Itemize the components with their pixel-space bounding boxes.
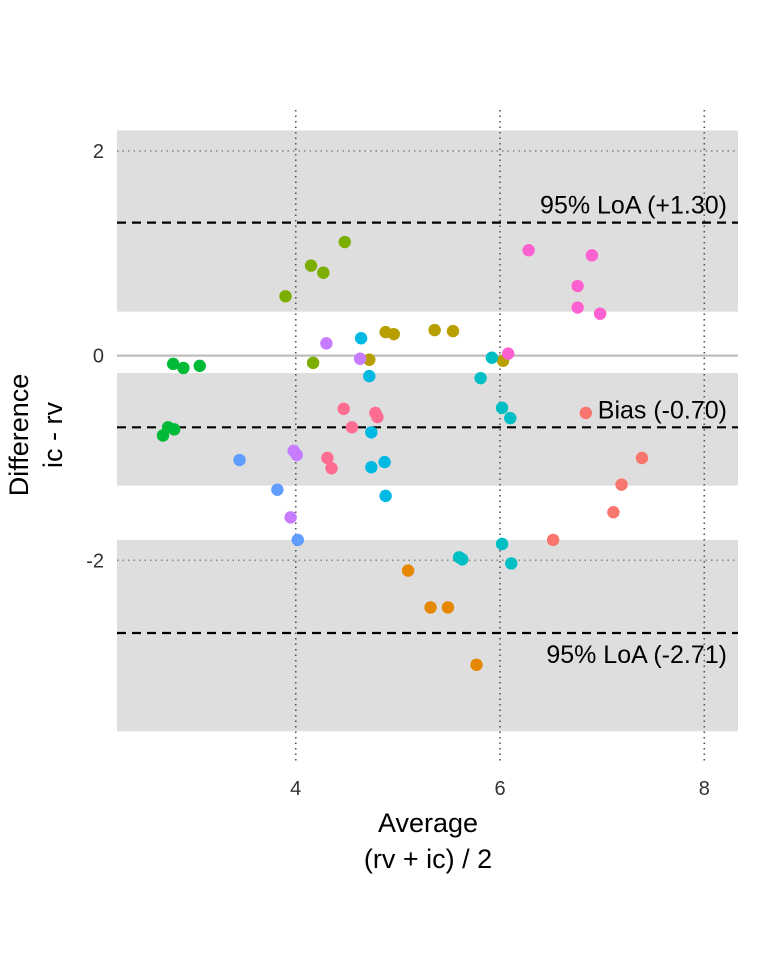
- data-point-4-1: [607, 506, 620, 519]
- data-point-5-0: [522, 244, 535, 257]
- data-point-7-0: [320, 337, 333, 350]
- data-point-10-6: [456, 553, 469, 566]
- data-point-4-2: [615, 478, 628, 491]
- data-point-0-1: [177, 361, 190, 375]
- data-point-10-7: [505, 557, 518, 570]
- data-point-7-4: [284, 511, 297, 524]
- shaded-band-0: [117, 130, 738, 312]
- shaded-band-2: [117, 539, 738, 732]
- data-point-2-3: [446, 324, 460, 338]
- data-point-2-4: [363, 353, 376, 366]
- data-point-10-3: [504, 411, 517, 425]
- points-layer: [156, 235, 649, 671]
- data-point-3-3: [470, 658, 483, 671]
- data-point-0-0: [166, 357, 180, 371]
- data-point-8-1: [271, 483, 284, 496]
- data-point-6-4: [321, 451, 334, 465]
- limit-line-label-2: 95% LoA (-2.71): [546, 641, 727, 669]
- data-point-10-4: [495, 537, 509, 551]
- data-point-6-0: [337, 402, 350, 416]
- y-tick-label-0: -2: [86, 550, 104, 572]
- x-tick-labels: 4 6 8: [290, 778, 710, 800]
- data-point-9-2: [365, 426, 378, 439]
- data-point-9-0: [354, 332, 368, 345]
- y-tick-label-2: 2: [93, 141, 104, 163]
- data-point-1-3: [338, 235, 351, 249]
- data-point-9-3: [365, 461, 378, 474]
- data-point-8-0: [233, 453, 246, 467]
- x-axis-title-line2: (rv + ic) / 2: [364, 844, 492, 874]
- data-point-10-0: [485, 351, 499, 364]
- y-axis-title-line2: ic - rv: [38, 402, 68, 468]
- y-tick-labels: -2 0 2: [86, 141, 104, 572]
- data-point-5-2: [571, 301, 584, 314]
- data-point-9-4: [378, 455, 391, 469]
- data-point-10-1: [474, 371, 487, 385]
- data-point-4-3: [635, 451, 649, 465]
- grid-layer: [117, 110, 738, 762]
- y-axis-title-line1: Difference: [4, 374, 34, 497]
- data-point-5-1: [571, 279, 584, 293]
- data-point-6-5: [325, 462, 338, 475]
- x-tick-label-2: 8: [699, 778, 710, 800]
- data-point-3-0: [401, 564, 415, 577]
- data-point-6-3: [371, 410, 384, 424]
- data-point-4-4: [579, 406, 593, 420]
- data-point-8-2: [291, 533, 304, 547]
- data-point-3-1: [424, 601, 437, 614]
- data-point-7-3: [290, 448, 303, 462]
- x-axis-title-line1: Average: [378, 808, 478, 838]
- data-point-1-4: [306, 356, 320, 370]
- data-point-1-2: [317, 266, 330, 279]
- x-tick-label-0: 4: [290, 778, 301, 800]
- y-tick-label-1: 0: [93, 346, 104, 368]
- limit-line-label-0: 95% LoA (+1.30): [540, 192, 727, 220]
- data-point-1-1: [304, 259, 318, 272]
- data-point-9-1: [363, 369, 376, 383]
- line-labels-layer: 95% LoA (+1.30) Bias (-0.70) 95% LoA (-2.7…: [540, 192, 727, 669]
- band-layer: [117, 130, 738, 732]
- data-point-2-1: [387, 327, 400, 341]
- x-tick-label-1: 6: [494, 778, 505, 800]
- data-point-9-5: [379, 489, 392, 503]
- data-point-0-2: [193, 359, 206, 373]
- data-point-5-3: [585, 249, 599, 262]
- data-point-3-2: [441, 601, 455, 614]
- data-point-5-4: [593, 307, 607, 320]
- limit-lines-layer: [117, 221, 738, 635]
- data-point-6-1: [345, 421, 359, 434]
- data-point-2-2: [428, 323, 441, 337]
- shaded-band-1: [117, 373, 738, 486]
- data-point-0-5: [167, 423, 181, 436]
- data-point-5-5: [501, 347, 515, 360]
- data-point-7-1: [353, 352, 367, 365]
- data-point-1-0: [279, 290, 292, 303]
- data-point-10-2: [495, 401, 509, 415]
- limit-line-label-1: Bias (-0.70): [598, 396, 727, 424]
- data-point-4-0: [546, 533, 560, 547]
